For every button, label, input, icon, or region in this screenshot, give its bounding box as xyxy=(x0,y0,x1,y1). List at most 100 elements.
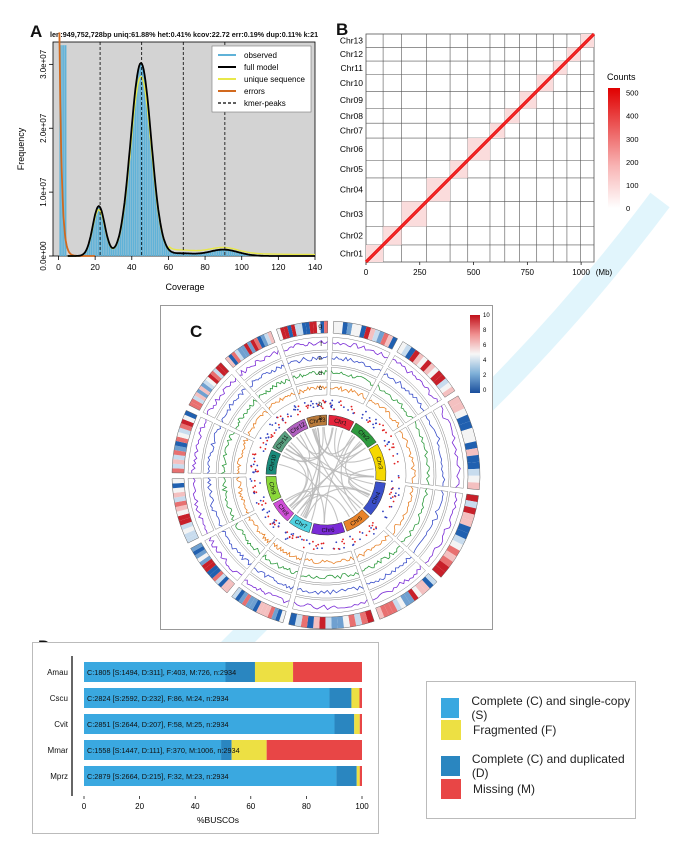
histogram-bar xyxy=(94,214,96,256)
snp-point xyxy=(294,406,297,409)
x-tick-label: 250 xyxy=(413,268,427,277)
histogram-bar xyxy=(193,253,195,256)
track-line xyxy=(331,356,382,371)
gene-density-cell xyxy=(346,322,353,336)
busco-bar-segment xyxy=(336,766,357,786)
histogram-bar xyxy=(119,227,122,256)
gene-density-cell xyxy=(449,539,464,551)
snp-point xyxy=(347,409,349,411)
histogram-bar xyxy=(123,202,126,256)
gene-density-cell xyxy=(234,589,246,602)
snp-point xyxy=(352,543,355,546)
gene-density-cell xyxy=(218,362,229,374)
snp-point xyxy=(365,410,367,413)
histogram-bar xyxy=(116,242,118,256)
histogram-bar xyxy=(211,251,214,256)
snp-point xyxy=(273,521,275,523)
snp-point xyxy=(388,505,391,508)
synteny-link xyxy=(288,444,314,519)
histogram-bar xyxy=(96,208,98,256)
snp-point xyxy=(310,400,313,403)
gene-density-cell xyxy=(184,410,198,420)
histogram-bar xyxy=(196,253,199,256)
snp-point xyxy=(290,533,293,536)
synteny-link xyxy=(296,427,324,455)
snp-point xyxy=(390,497,392,500)
busco-bar-label: C:2851 [S:2644, D:207], F:58, M:25, n:29… xyxy=(87,720,229,729)
track-line xyxy=(425,415,446,487)
histogram-bar xyxy=(143,74,146,256)
colorbar-tick: 500 xyxy=(626,89,639,98)
hic-heatmap-panel: Chr01 Chr02 Chr03 Chr04 Chr05 Chr06 Chr07 Chr08… xyxy=(340,32,639,277)
snp-point xyxy=(275,519,278,522)
snp-point xyxy=(265,443,267,446)
snp-point xyxy=(375,526,377,529)
legend-swatch-duplicated xyxy=(441,756,460,776)
snp-point xyxy=(264,516,267,519)
gene-density-cell xyxy=(309,321,314,334)
snp-point xyxy=(290,415,292,418)
histogram-bar xyxy=(171,252,173,256)
synteny-link xyxy=(334,428,374,477)
gene-density-cell xyxy=(271,607,279,621)
kmer-stats: len:949,752,728bp uniq:61.88% het:0.41% … xyxy=(50,30,318,39)
gene-density-cell xyxy=(392,598,403,612)
track-label: d xyxy=(318,370,322,377)
gene-density-cell xyxy=(354,324,362,337)
gene-density-cell xyxy=(215,365,227,377)
gene-density-cell xyxy=(371,329,381,343)
busco-bar-label: C:2824 [S:2592, D:232], F:86, M:24, n:29… xyxy=(87,694,229,703)
histogram-bar xyxy=(198,253,201,256)
snp-point xyxy=(354,540,356,543)
track-line xyxy=(440,405,461,488)
track-line xyxy=(236,476,250,514)
histogram-bar xyxy=(189,253,192,256)
gene-density-cell xyxy=(172,482,185,489)
snp-point xyxy=(339,400,342,403)
chromosome-label: Chr3 xyxy=(374,456,383,471)
gene-density-cell xyxy=(450,401,465,414)
gene-density-cell xyxy=(466,454,480,463)
gene-density-cell xyxy=(418,579,430,592)
histogram-bar xyxy=(151,147,153,256)
panel-a-legend: observed full model unique sequence erro… xyxy=(211,45,312,113)
panel-label-b: B xyxy=(336,20,349,39)
snp-point xyxy=(293,408,295,411)
gene-density-cell xyxy=(467,482,480,490)
gene-density-cell xyxy=(316,321,321,334)
track-line xyxy=(249,364,285,388)
track-line xyxy=(366,556,412,585)
gene-density-cell xyxy=(447,395,462,408)
snp-point xyxy=(341,540,344,543)
colorbar-title: Counts xyxy=(607,72,636,82)
gene-density-cell xyxy=(231,587,243,600)
histogram-bar xyxy=(220,249,223,256)
gene-density-cell xyxy=(433,374,446,386)
snp-point xyxy=(342,538,344,541)
histogram-bar xyxy=(227,250,230,256)
busco-bar-label: C:2879 [S:2664, D:215], F:32, M:23, n:29… xyxy=(87,772,229,781)
track-line xyxy=(304,556,355,565)
histogram-bar xyxy=(118,236,120,256)
chromosome-arc xyxy=(328,414,355,432)
busco-bar-segment xyxy=(351,688,360,708)
gene-density-cell xyxy=(348,614,357,628)
gene-density-cell xyxy=(223,581,235,593)
gene-density-cell xyxy=(403,591,415,604)
gene-density-cell xyxy=(259,603,269,616)
track-line xyxy=(247,410,268,436)
track-line xyxy=(221,432,235,474)
snp-point xyxy=(333,408,335,411)
snp-point xyxy=(331,399,334,402)
colorbar-tick: 300 xyxy=(626,135,639,144)
gene-density-cell xyxy=(457,523,471,534)
histogram-bar xyxy=(63,45,65,256)
gene-density-cell xyxy=(342,615,351,628)
busco-bar-segment xyxy=(334,714,355,734)
histogram-bar xyxy=(121,216,124,256)
x-tick-label: 0 xyxy=(82,802,87,811)
histogram-bar xyxy=(191,253,193,256)
snp-point xyxy=(390,505,393,508)
snp-point xyxy=(396,452,399,455)
snp-point xyxy=(368,530,371,533)
